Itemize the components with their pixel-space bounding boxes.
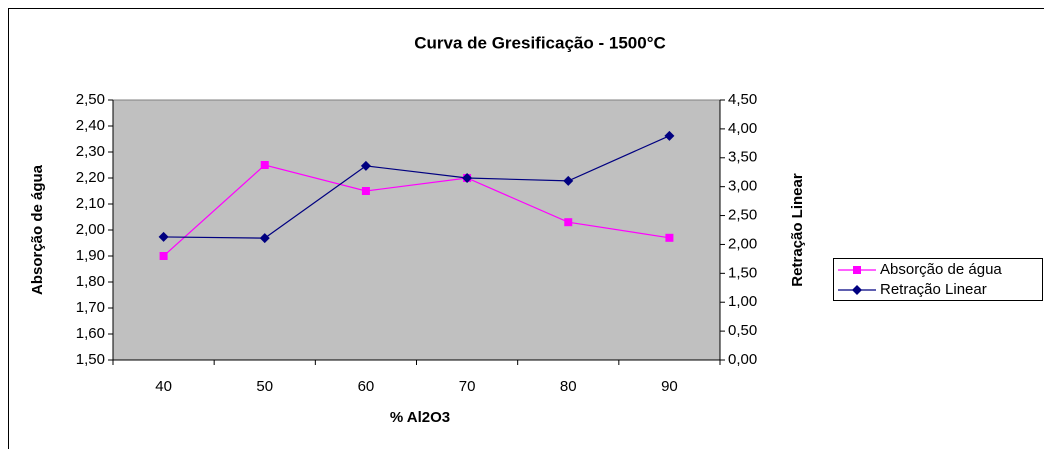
x-tick-label: 50 — [256, 378, 273, 395]
y2-tick-label: 4,00 — [728, 120, 757, 137]
y-axis-label: Absorção de água — [29, 164, 46, 295]
y2-tick-label: 0,00 — [728, 351, 757, 368]
y2-tick-label: 1,00 — [728, 293, 757, 310]
x-tick-label: 80 — [560, 378, 577, 395]
y2-axis-label: Retração Linear — [789, 173, 806, 287]
chart-title: Curva de Gresificação - 1500°C — [414, 33, 666, 52]
y2-tick-label: 0,50 — [728, 322, 757, 339]
legend — [833, 258, 1043, 301]
legend-label: Absorção de água — [880, 261, 1002, 278]
data-point — [158, 231, 169, 242]
data-point — [664, 130, 675, 141]
y-tick-label: 2,00 — [76, 221, 105, 238]
x-tick-label: 40 — [155, 378, 172, 395]
x-tick-label: 70 — [459, 378, 476, 395]
data-point — [665, 233, 674, 242]
y-tick-label: 1,80 — [76, 273, 105, 290]
y-tick-label: 2,50 — [76, 91, 105, 108]
y-tick-label: 2,20 — [76, 169, 105, 186]
data-point — [260, 161, 269, 169]
series-line — [163, 135, 670, 239]
y2-tick-label: 3,50 — [728, 149, 757, 166]
y-tick-label: 1,70 — [76, 299, 105, 316]
y2-tick-label: 1,50 — [728, 264, 757, 281]
data-point — [259, 233, 270, 244]
y2-tick-label: 2,50 — [728, 207, 757, 224]
y2-tick-label: 4,50 — [728, 91, 757, 108]
y-tick-label: 2,30 — [76, 143, 105, 160]
legend-marker — [853, 266, 861, 274]
y2-tick-label: 2,00 — [728, 235, 757, 252]
y2-tick-label: 3,00 — [728, 178, 757, 195]
data-point — [564, 218, 573, 227]
series-line — [163, 164, 670, 257]
legend-marker — [852, 285, 862, 295]
y-tick-label: 2,40 — [76, 117, 105, 134]
data-point — [361, 187, 370, 195]
data-point — [159, 252, 168, 260]
y-tick-label: 2,10 — [76, 195, 105, 212]
y-tick-label: 1,60 — [76, 325, 105, 342]
x-tick-label: 90 — [661, 378, 678, 395]
data-point — [563, 175, 574, 186]
legend-label: Retração Linear — [880, 281, 987, 298]
data-point — [360, 160, 371, 171]
y-tick-label: 1,90 — [76, 247, 105, 264]
y-tick-label: 1,50 — [76, 351, 105, 368]
x-tick-label: 60 — [358, 378, 375, 395]
x-axis-label: % Al2O3 — [390, 409, 450, 426]
data-point — [462, 173, 473, 183]
plot-area — [112, 99, 721, 361]
